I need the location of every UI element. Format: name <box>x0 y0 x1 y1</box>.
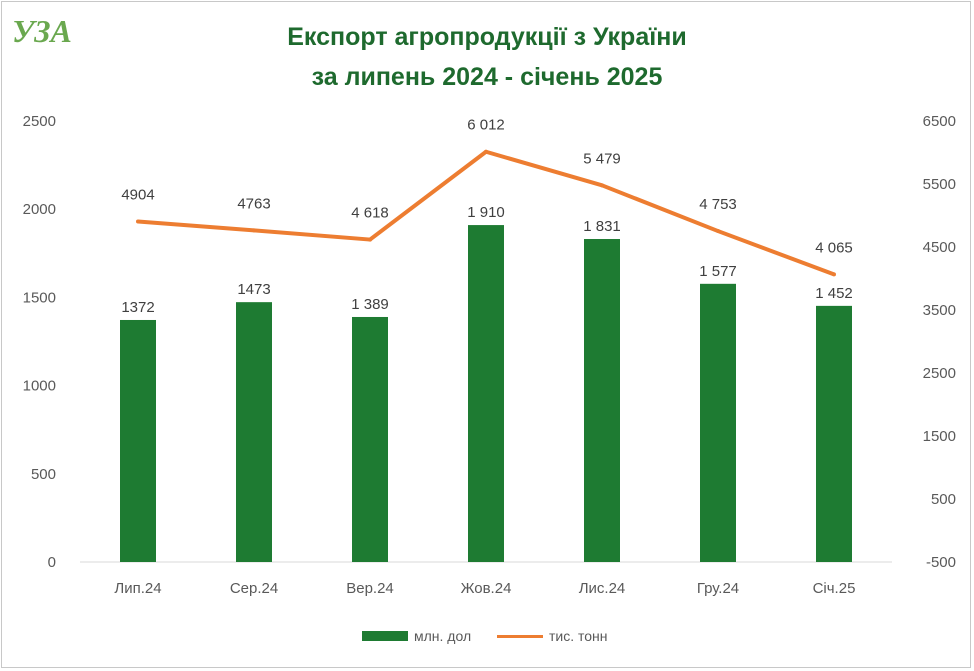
line-data-label: 4 753 <box>699 196 737 213</box>
legend-swatch-line <box>497 634 543 638</box>
bar <box>584 239 620 562</box>
line-point <box>368 237 372 242</box>
legend-label-bars: млн. дол <box>414 628 472 644</box>
bar <box>120 319 156 562</box>
bar <box>816 305 852 562</box>
x-tick-label: Лип.24 <box>114 580 161 597</box>
y-right-tick-label: 500 <box>931 491 956 508</box>
bar <box>468 225 504 563</box>
bar-data-label: 1473 <box>237 281 270 298</box>
y-right-tick-label: 3500 <box>923 302 956 319</box>
y-left-tick-label: 1000 <box>23 378 56 395</box>
bar-data-label: 1 910 <box>467 204 505 221</box>
x-tick-label: Сер.24 <box>230 580 278 597</box>
legend-swatch-bars <box>362 631 408 641</box>
line-point <box>600 183 604 188</box>
y-right-tick-label: 1500 <box>923 428 956 445</box>
bar-data-label: 1 452 <box>815 285 853 302</box>
y-left-tick-label: 1500 <box>23 289 56 306</box>
x-tick-label: Гру.24 <box>697 580 739 597</box>
line-data-label: 4 618 <box>351 205 389 222</box>
bar <box>236 302 272 562</box>
x-tick-label: Жов.24 <box>461 580 512 597</box>
legend-label-line: тис. тонн <box>549 628 608 644</box>
bar <box>700 283 736 562</box>
x-tick-label: Лис.24 <box>579 580 626 597</box>
y-right-tick-label: 6500 <box>923 113 956 130</box>
line-point <box>252 228 256 233</box>
x-tick-label: Вер.24 <box>346 580 394 597</box>
bar <box>352 316 388 562</box>
line-point <box>832 272 836 277</box>
legend-item-line: тис. тонн <box>497 628 608 644</box>
logo-text: УЗА <box>12 13 72 49</box>
bar-data-label: 1 831 <box>583 218 621 235</box>
chart-title-line1: Експорт агропродукції з України <box>287 23 687 51</box>
y-left-tick-label: 0 <box>48 554 56 571</box>
line-data-label: 4904 <box>121 187 154 204</box>
bar-data-label: 1372 <box>121 299 154 316</box>
x-tick-label: Січ.25 <box>813 580 856 597</box>
line-data-label: 5 479 <box>583 150 621 167</box>
line-data-label: 6 012 <box>467 117 505 134</box>
y-right-tick-label: -500 <box>926 554 956 571</box>
bar-data-label: 1 577 <box>699 263 737 280</box>
uza-logo: УЗА <box>12 13 72 49</box>
chart-title-line2: за липень 2024 - січень 2025 <box>311 63 663 91</box>
line-point <box>716 229 720 234</box>
line-data-label: 4 065 <box>815 239 853 256</box>
legend-item-bars: млн. дол <box>362 628 471 644</box>
legend: млн. дол тис. тонн <box>0 628 974 648</box>
line-point <box>484 149 488 154</box>
y-right-tick-label: 5500 <box>923 176 956 193</box>
line-data-label: 4763 <box>237 195 270 212</box>
y-right-tick-label: 2500 <box>923 365 956 382</box>
y-left-tick-label: 2000 <box>23 201 56 218</box>
bar-data-label: 1 389 <box>351 296 389 313</box>
y-left-tick-label: 500 <box>31 466 56 483</box>
y-left-tick-label: 2500 <box>23 113 56 130</box>
y-right-tick-label: 4500 <box>923 239 956 256</box>
line-point <box>136 219 140 224</box>
